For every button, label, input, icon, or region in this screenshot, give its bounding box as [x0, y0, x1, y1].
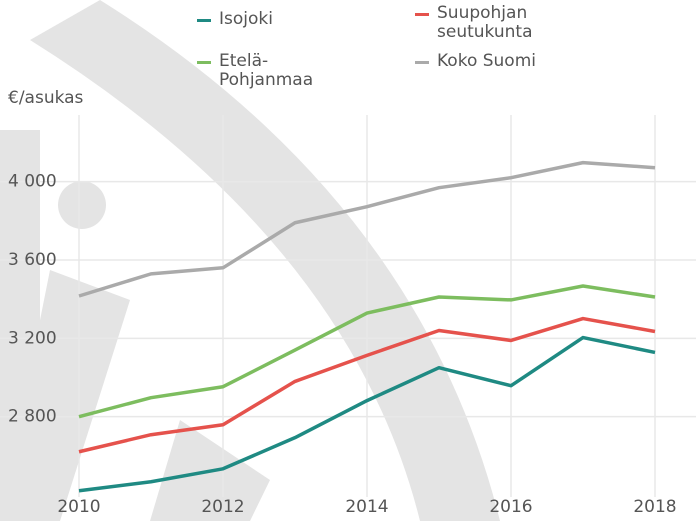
legend-label: Etelä-Pohjanmaa — [219, 52, 359, 90]
y-tick-label: 4 000 — [8, 172, 57, 192]
legend-item: Isojoki — [197, 10, 273, 29]
legend-item: Etelä-Pohjanmaa — [197, 52, 359, 90]
legend-swatch — [415, 13, 429, 16]
legend-swatch — [415, 61, 429, 64]
legend-item: Suupohjan seutukunta — [415, 4, 577, 42]
x-tick-label: 2012 — [201, 497, 244, 517]
y-axis-label: €/asukas — [8, 88, 84, 108]
x-tick-label: 2010 — [57, 497, 100, 517]
y-tick-label: 2 800 — [8, 407, 57, 427]
legend-label: Koko Suomi — [437, 52, 536, 71]
legend-swatch — [197, 61, 211, 64]
legend-swatch — [197, 19, 211, 22]
legend-item: Koko Suomi — [415, 52, 536, 71]
x-tick-label: 2018 — [633, 497, 676, 517]
legend-label: Isojoki — [219, 10, 273, 29]
legend-label: Suupohjan seutukunta — [437, 4, 577, 42]
page: €/asukas 2 800 3 200 3 600 4 000 2010 2012 201… — [0, 0, 696, 521]
y-tick-label: 3 600 — [8, 250, 57, 270]
y-tick-label: 3 200 — [8, 328, 57, 348]
x-tick-label: 2014 — [345, 497, 388, 517]
x-tick-label: 2016 — [489, 497, 532, 517]
